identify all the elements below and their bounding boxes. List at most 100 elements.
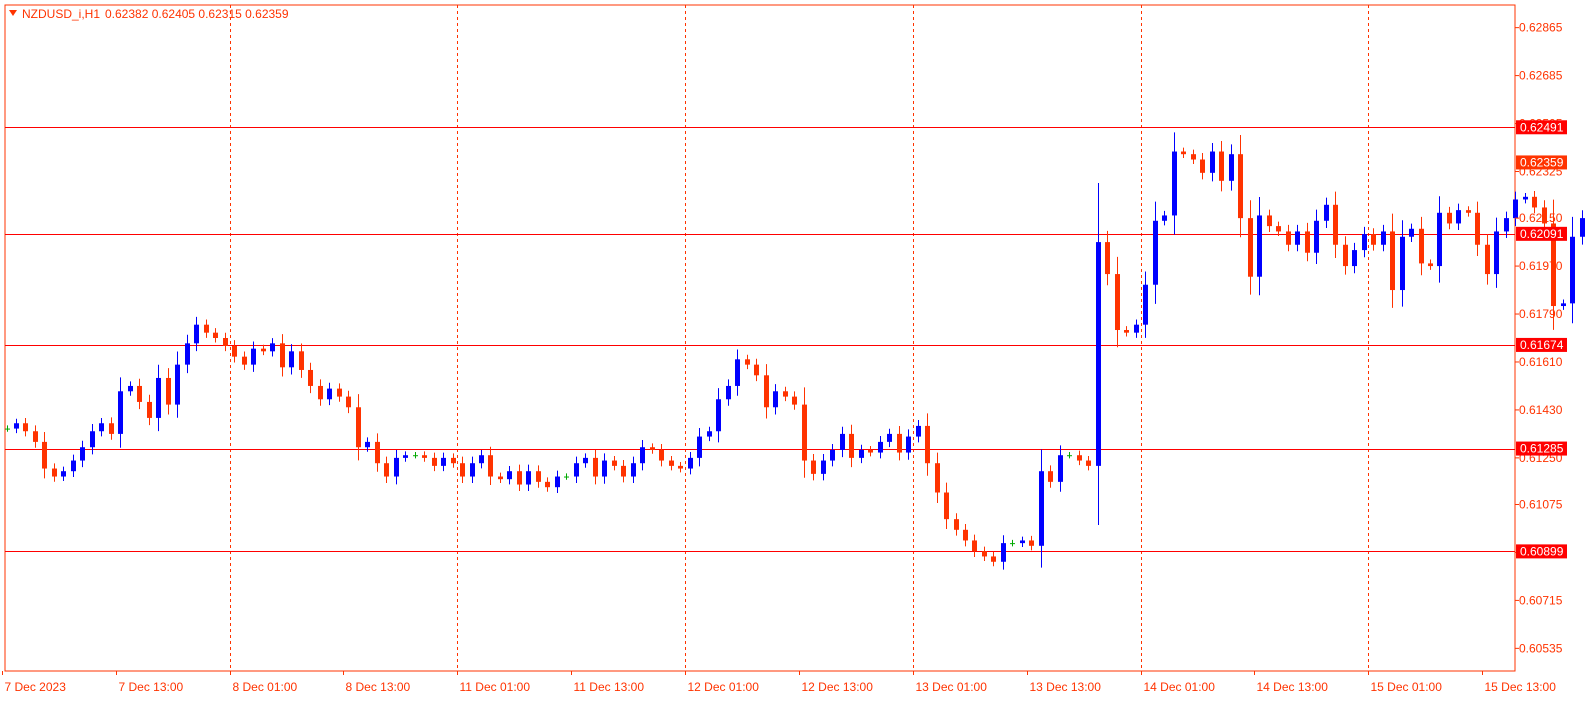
- candle-body: [1485, 244, 1490, 275]
- candle-body: [783, 391, 788, 397]
- time-tick-label: 12 Dec 13:00: [802, 680, 874, 694]
- candle-body: [536, 471, 541, 482]
- chart-symbol: NZDUSD_i,H1: [22, 7, 100, 21]
- candle-body: [413, 455, 418, 457]
- candle-body: [621, 465, 626, 477]
- candle-body: [194, 324, 199, 344]
- candle-body: [773, 391, 778, 408]
- candle-body: [1191, 154, 1196, 160]
- candle-body: [1267, 215, 1272, 227]
- candle-body: [204, 324, 209, 333]
- candle-body: [1010, 543, 1015, 545]
- candle-body: [640, 447, 645, 464]
- candle-body: [735, 359, 740, 386]
- candle-body: [299, 351, 304, 370]
- candle-body: [792, 396, 797, 405]
- candle-body: [887, 433, 892, 442]
- candle-body: [1371, 234, 1376, 245]
- time-axis: 7 Dec 2023 7 Dec 13:00 8 Dec 01:00 8 Dec 13…: [2, 671, 1557, 694]
- candle-body: [925, 425, 930, 464]
- chart-header: NZDUSD_i,H1 0.62382 0.62405 0.62315 0.62…: [9, 7, 289, 21]
- price-tick-label: 0.60715: [1519, 593, 1563, 607]
- candle-body: [470, 463, 475, 477]
- candle-body: [1248, 218, 1253, 277]
- candle-body: [574, 463, 579, 477]
- candle-body: [156, 377, 161, 418]
- candle-body: [1219, 151, 1224, 181]
- candle-body: [821, 460, 826, 474]
- candle-body: [52, 468, 57, 477]
- candle-body: [1324, 204, 1329, 221]
- candle-body: [1001, 543, 1006, 562]
- candle-body: [545, 481, 550, 488]
- candle-body: [270, 343, 275, 352]
- time-tick-label: 8 Dec 01:00: [233, 680, 298, 694]
- candle-body: [394, 457, 399, 477]
- time-tick-label: 12 Dec 01:00: [688, 680, 760, 694]
- candle-body: [33, 431, 38, 442]
- candle-body: [1504, 218, 1509, 232]
- candle-body: [1058, 455, 1063, 482]
- candle-body: [859, 449, 864, 458]
- horizontal-levels-layer: [5, 127, 1515, 552]
- candle-body: [1523, 196, 1528, 200]
- time-tick-label: 11 Dec 01:00: [460, 680, 531, 694]
- candle-body: [830, 449, 835, 461]
- candle-body: [991, 556, 996, 562]
- candle-body: [982, 551, 987, 557]
- candle-body: [356, 407, 361, 448]
- candle-body: [175, 364, 180, 405]
- candle-body: [118, 391, 123, 434]
- candle-body: [1295, 231, 1300, 245]
- candle-body: [137, 385, 142, 402]
- candle-body: [1257, 215, 1262, 277]
- candle-body: [128, 385, 133, 392]
- price-label-tag: [1516, 155, 1567, 170]
- candle-body: [1020, 540, 1025, 544]
- candle-body: [289, 351, 294, 368]
- candle-body: [631, 463, 636, 477]
- candle-body: [1333, 204, 1338, 245]
- candle-body: [849, 433, 854, 458]
- candle-body: [1447, 212, 1452, 224]
- candle-body: [422, 455, 427, 458]
- candle-body: [232, 345, 237, 357]
- candle-body: [1143, 284, 1148, 325]
- candle-body: [1314, 220, 1319, 253]
- candle-body: [337, 388, 342, 397]
- price-label-text: 0.61285: [1520, 442, 1564, 456]
- candle-body: [1305, 231, 1310, 253]
- candle-body: [1210, 151, 1215, 173]
- price-label-text: 0.62491: [1520, 120, 1564, 134]
- candle-body: [1115, 274, 1120, 331]
- time-tick-label: 14 Dec 01:00: [1144, 680, 1216, 694]
- price-tick-label: 0.61075: [1519, 498, 1563, 512]
- candle-body: [1428, 263, 1433, 267]
- time-tick-label: 15 Dec 13:00: [1485, 680, 1557, 694]
- time-tick-label: 11 Dec 13:00: [574, 680, 645, 694]
- candle-body: [954, 519, 959, 530]
- candles-layer: [5, 132, 1585, 570]
- candle-body: [441, 457, 446, 466]
- triangle-down-icon[interactable]: [9, 10, 17, 16]
- candle-body: [678, 465, 683, 469]
- candle-body: [1134, 324, 1139, 333]
- candle-body: [507, 471, 512, 480]
- candle-body: [90, 431, 95, 448]
- candle-body: [80, 447, 85, 461]
- candle-body: [1362, 234, 1367, 251]
- price-tick-label: 0.61430: [1519, 403, 1563, 417]
- candle-body: [1352, 250, 1357, 267]
- candle-body: [1124, 330, 1129, 333]
- candle-body: [650, 447, 655, 450]
- candle-body: [1419, 228, 1424, 264]
- candle-body: [384, 463, 389, 477]
- candle-body: [1077, 455, 1082, 461]
- candle-body: [555, 476, 560, 488]
- candle-body: [963, 529, 968, 541]
- price-label-tag: [1516, 441, 1567, 456]
- price-label-text: 0.61674: [1520, 338, 1564, 352]
- candle-body: [61, 471, 66, 477]
